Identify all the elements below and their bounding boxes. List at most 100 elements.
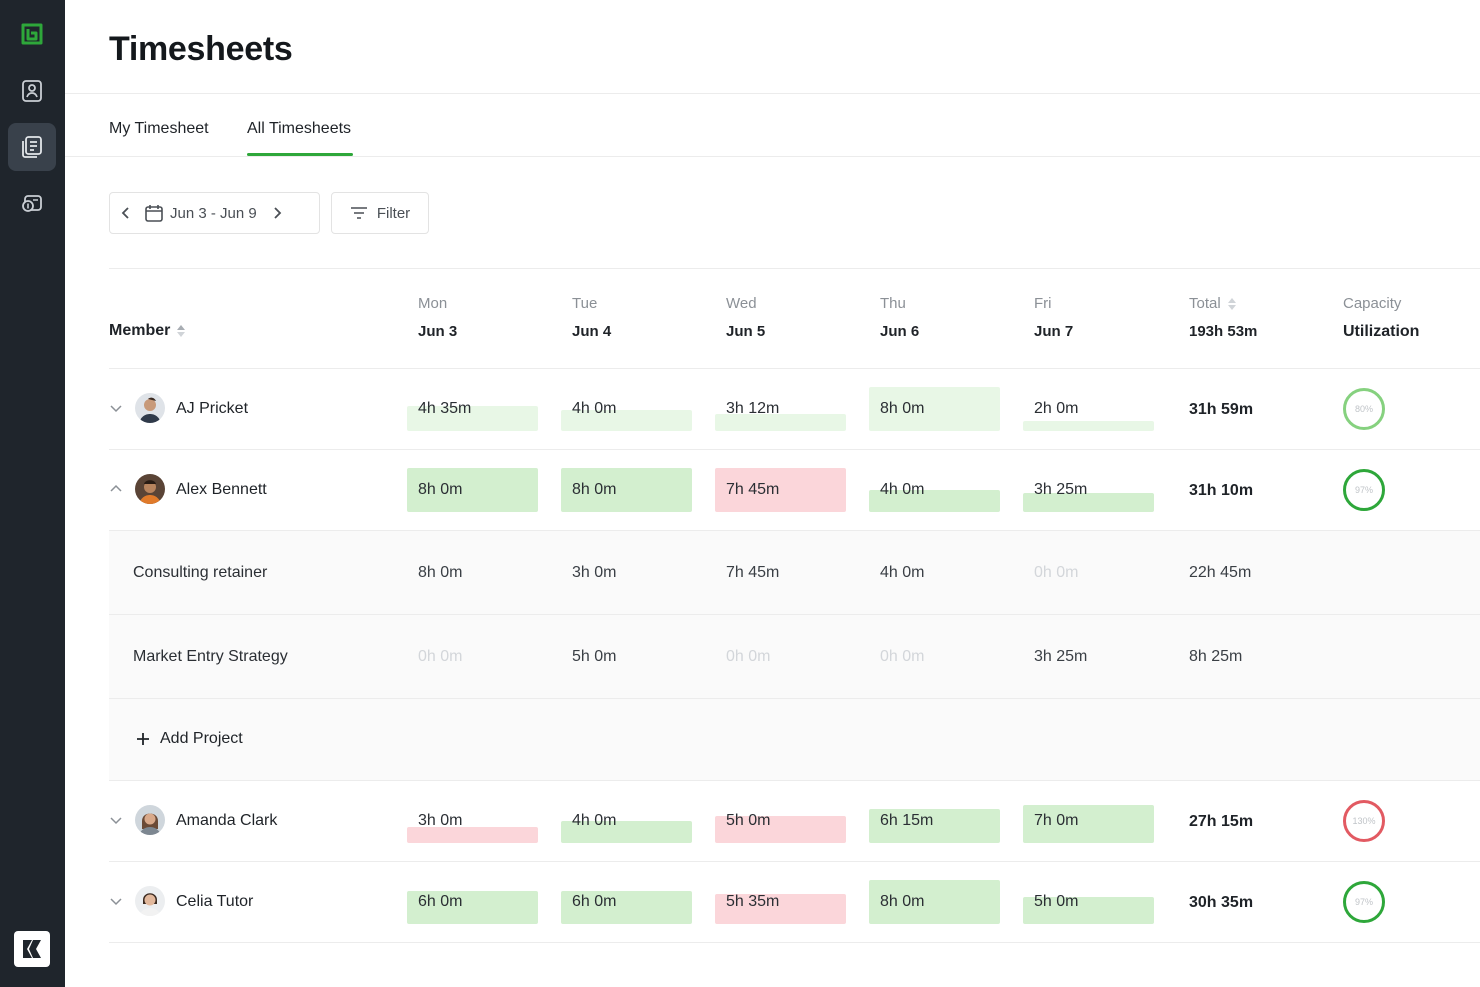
hours-bar <box>869 809 1000 843</box>
day-cell[interactable]: 4h 0m <box>869 468 1000 512</box>
weekday-tue: Tue <box>572 295 598 312</box>
row-divider <box>109 861 1480 862</box>
hours-value: 4h 0m <box>880 481 925 498</box>
sort-icon[interactable] <box>1227 297 1237 311</box>
day-cell[interactable]: 5h 35m <box>715 880 846 924</box>
hours-bar <box>869 387 1000 431</box>
utilization-ring: 97% <box>1343 469 1385 511</box>
hours-bar <box>715 414 846 431</box>
hours-value: 5h 0m <box>1034 893 1079 910</box>
project-total: 8h 25m <box>1189 648 1243 665</box>
add-project-label: Add Project <box>160 730 243 747</box>
day-cell[interactable]: 7h 45m <box>715 468 846 512</box>
billing-icon[interactable] <box>8 180 56 228</box>
date-range-picker: Jun 3 - Jun 9 <box>109 192 320 234</box>
hours-value: 3h 12m <box>726 400 780 417</box>
hours-bar <box>407 827 538 843</box>
member-name[interactable]: AJ Pricket <box>176 400 249 417</box>
member-name[interactable]: Alex Bennett <box>176 481 267 498</box>
day-cell[interactable]: 8h 0m <box>869 387 1000 431</box>
hours-value: 3h 25m <box>1034 481 1088 498</box>
chevron-left-icon <box>121 207 129 219</box>
day-cell[interactable]: 4h 0m <box>561 387 692 431</box>
project-hours[interactable]: 0h 0m <box>418 648 463 665</box>
next-week-button[interactable] <box>265 193 289 233</box>
row-divider <box>109 614 1480 615</box>
day-cell[interactable]: 6h 0m <box>561 880 692 924</box>
day-cell[interactable]: 3h 12m <box>715 387 846 431</box>
app-logo-icon[interactable] <box>8 10 56 58</box>
project-hours[interactable]: 8h 0m <box>418 564 463 581</box>
calendar-icon[interactable] <box>144 203 164 223</box>
hours-bar <box>561 468 692 512</box>
hours-bar <box>561 410 692 431</box>
hours-bar <box>715 468 846 512</box>
member-header-label: Member <box>109 322 171 339</box>
row-divider <box>109 449 1480 450</box>
project-hours[interactable]: 0h 0m <box>880 648 925 665</box>
page-title: Timesheets <box>109 30 293 68</box>
hours-value: 5h 35m <box>726 893 780 910</box>
brand-logo-icon[interactable] <box>14 931 50 967</box>
row-divider <box>109 368 1480 369</box>
day-cell[interactable]: 7h 0m <box>1023 799 1154 843</box>
chevron-down-icon[interactable] <box>108 400 124 416</box>
day-cell[interactable]: 8h 0m <box>407 468 538 512</box>
project-hours[interactable]: 3h 25m <box>1034 648 1088 665</box>
member-name[interactable]: Amanda Clark <box>176 812 278 829</box>
hours-value: 5h 0m <box>726 812 771 829</box>
member-column-header[interactable]: Member <box>109 322 186 340</box>
day-cell[interactable]: 2h 0m <box>1023 387 1154 431</box>
project-hours[interactable]: 7h 45m <box>726 564 780 581</box>
hours-value: 6h 15m <box>880 812 934 829</box>
utilization-ring: 130% <box>1343 800 1385 842</box>
day-cell[interactable]: 8h 0m <box>869 880 1000 924</box>
date-range-label[interactable]: Jun 3 - Jun 9 <box>170 204 257 222</box>
total-column-header[interactable]: Total <box>1189 295 1237 312</box>
project-hours[interactable]: 3h 0m <box>572 564 617 581</box>
member-total: 31h 59m <box>1189 401 1254 418</box>
utilization-ring: 97% <box>1343 881 1385 923</box>
project-hours[interactable]: 5h 0m <box>572 648 617 665</box>
date-fri: Jun 7 <box>1034 323 1074 340</box>
project-total: 22h 45m <box>1189 564 1252 581</box>
day-cell[interactable]: 6h 15m <box>869 799 1000 843</box>
hours-bar <box>1023 421 1154 431</box>
date-tue: Jun 4 <box>572 323 612 340</box>
hours-bar <box>715 816 846 843</box>
chevron-down-icon[interactable] <box>108 812 124 828</box>
chevron-up-icon[interactable] <box>108 481 124 497</box>
day-cell[interactable]: 6h 0m <box>407 880 538 924</box>
add-project-button[interactable]: Add Project <box>136 730 243 748</box>
previous-week-button[interactable] <box>110 193 142 233</box>
day-cell[interactable]: 8h 0m <box>561 468 692 512</box>
day-cell[interactable]: 4h 0m <box>561 799 692 843</box>
day-cell[interactable]: 3h 0m <box>407 799 538 843</box>
day-cell[interactable]: 4h 35m <box>407 387 538 431</box>
project-hours[interactable]: 4h 0m <box>880 564 925 581</box>
tab-all-timesheets[interactable]: All Timesheets <box>247 120 352 137</box>
utilization-value: 97% <box>1354 897 1373 907</box>
day-cell[interactable]: 3h 25m <box>1023 468 1154 512</box>
hours-value: 8h 0m <box>572 481 617 498</box>
hours-value: 3h 0m <box>418 812 463 829</box>
active-tab-indicator <box>247 153 353 156</box>
timesheets-icon[interactable] <box>8 123 56 171</box>
project-breakdown <box>109 531 1480 780</box>
project-name[interactable]: Market Entry Strategy <box>133 648 288 665</box>
day-cell[interactable]: 5h 0m <box>1023 880 1154 924</box>
day-cell[interactable]: 5h 0m <box>715 799 846 843</box>
project-hours[interactable]: 0h 0m <box>726 648 771 665</box>
hours-value: 2h 0m <box>1034 400 1079 417</box>
project-hours[interactable]: 0h 0m <box>1034 564 1079 581</box>
sort-icon[interactable] <box>176 324 186 338</box>
avatar <box>135 886 165 916</box>
contacts-icon[interactable] <box>8 67 56 115</box>
project-name[interactable]: Consulting retainer <box>133 564 268 581</box>
hours-value: 8h 0m <box>880 893 925 910</box>
tab-my-timesheet[interactable]: My Timesheet <box>109 120 209 137</box>
weekday-wed: Wed <box>726 295 757 312</box>
filter-button[interactable]: Filter <box>331 192 429 234</box>
chevron-down-icon[interactable] <box>108 893 124 909</box>
member-name[interactable]: Celia Tutor <box>176 893 254 910</box>
